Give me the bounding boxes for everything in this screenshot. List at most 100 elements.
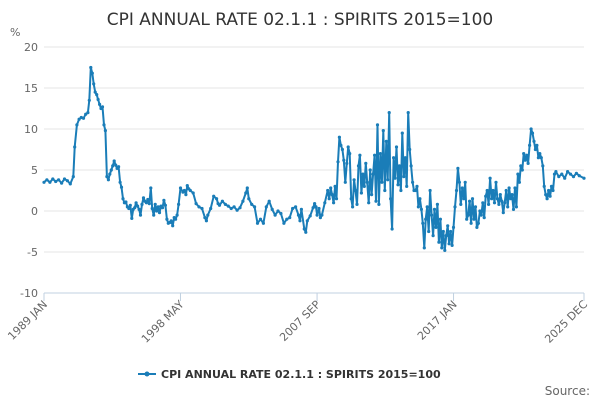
data-point bbox=[226, 204, 230, 208]
data-point bbox=[440, 246, 444, 250]
data-point bbox=[163, 203, 167, 207]
data-point bbox=[320, 213, 324, 217]
data-point bbox=[146, 197, 150, 202]
data-point bbox=[229, 206, 233, 211]
data-point bbox=[492, 201, 497, 205]
data-point bbox=[200, 206, 204, 211]
data-point bbox=[413, 188, 418, 193]
data-point bbox=[416, 205, 420, 209]
data-point bbox=[370, 193, 374, 197]
data-point bbox=[351, 205, 355, 209]
data-point bbox=[245, 186, 249, 190]
data-point bbox=[235, 208, 239, 212]
data-point bbox=[71, 175, 75, 179]
data-point bbox=[238, 206, 242, 210]
x-tick-label: 1989 JAN bbox=[5, 298, 50, 343]
data-point bbox=[498, 193, 502, 197]
data-point bbox=[273, 213, 277, 217]
data-point bbox=[356, 164, 361, 168]
data-point bbox=[526, 161, 530, 165]
data-point bbox=[156, 205, 160, 209]
data-point bbox=[374, 199, 378, 203]
y-tick-label: 10 bbox=[24, 123, 38, 136]
data-point bbox=[258, 217, 263, 221]
data-point bbox=[349, 197, 353, 201]
data-point bbox=[394, 145, 399, 149]
x-tick-label: 1998 MAY bbox=[139, 298, 187, 346]
data-point bbox=[102, 123, 106, 127]
data-point bbox=[86, 111, 90, 115]
data-point bbox=[431, 234, 435, 238]
data-point bbox=[51, 177, 55, 181]
data-point bbox=[194, 202, 198, 206]
data-point bbox=[155, 209, 159, 213]
data-point bbox=[406, 111, 410, 115]
data-point bbox=[506, 205, 510, 209]
data-point bbox=[396, 183, 400, 187]
data-point bbox=[421, 221, 425, 225]
legend[interactable]: CPI ANNUAL RATE 02.1.1 : SPIRITS 2015=10… bbox=[138, 368, 441, 381]
data-point bbox=[153, 202, 157, 206]
data-point bbox=[317, 206, 321, 211]
data-point bbox=[149, 186, 153, 190]
data-point bbox=[315, 213, 319, 217]
data-point bbox=[389, 197, 393, 201]
data-point bbox=[408, 147, 412, 152]
data-point bbox=[140, 202, 144, 206]
data-point bbox=[96, 97, 100, 102]
data-point bbox=[276, 209, 280, 213]
data-point bbox=[447, 242, 451, 246]
data-point bbox=[134, 201, 138, 205]
y-tick-label: 15 bbox=[24, 82, 38, 95]
data-point bbox=[438, 217, 442, 221]
data-point bbox=[93, 90, 97, 94]
data-point bbox=[294, 205, 298, 209]
data-point bbox=[68, 182, 72, 186]
data-point bbox=[305, 219, 309, 223]
data-point bbox=[57, 178, 61, 182]
data-point bbox=[152, 213, 156, 217]
data-point bbox=[270, 207, 274, 211]
data-point bbox=[364, 161, 368, 165]
data-point bbox=[298, 219, 302, 223]
data-point bbox=[339, 143, 343, 147]
data-point bbox=[352, 178, 356, 182]
data-point bbox=[387, 111, 391, 115]
data-point bbox=[342, 158, 346, 162]
data-point bbox=[444, 234, 448, 238]
data-point bbox=[571, 175, 576, 179]
data-point bbox=[313, 202, 317, 206]
data-point bbox=[463, 180, 467, 184]
data-point bbox=[308, 214, 312, 218]
data-point bbox=[415, 184, 419, 188]
data-point bbox=[523, 158, 527, 162]
data-point bbox=[542, 184, 546, 188]
data-point bbox=[554, 170, 558, 174]
data-point bbox=[465, 217, 469, 221]
data-point bbox=[541, 164, 545, 168]
data-point bbox=[397, 164, 401, 168]
data-point bbox=[544, 193, 548, 197]
data-point bbox=[87, 98, 91, 102]
data-point bbox=[73, 145, 77, 149]
y-tick-label: -10 bbox=[20, 287, 38, 300]
legend-label[interactable]: CPI ANNUAL RATE 02.1.1 : SPIRITS 2015=10… bbox=[161, 368, 441, 381]
data-point bbox=[435, 202, 439, 206]
data-point bbox=[514, 205, 519, 209]
data-point bbox=[525, 153, 529, 157]
data-point bbox=[453, 205, 457, 209]
data-point bbox=[427, 229, 431, 234]
data-point bbox=[487, 202, 491, 206]
data-point bbox=[197, 205, 201, 209]
data-point bbox=[124, 200, 128, 204]
data-point bbox=[545, 197, 549, 201]
data-point bbox=[422, 246, 426, 250]
data-point bbox=[450, 243, 454, 247]
data-point bbox=[399, 188, 403, 193]
data-point bbox=[582, 176, 586, 180]
data-point bbox=[386, 178, 390, 182]
data-point bbox=[548, 194, 552, 198]
data-point bbox=[574, 171, 579, 175]
data-point bbox=[204, 219, 208, 223]
data-point bbox=[491, 188, 495, 193]
